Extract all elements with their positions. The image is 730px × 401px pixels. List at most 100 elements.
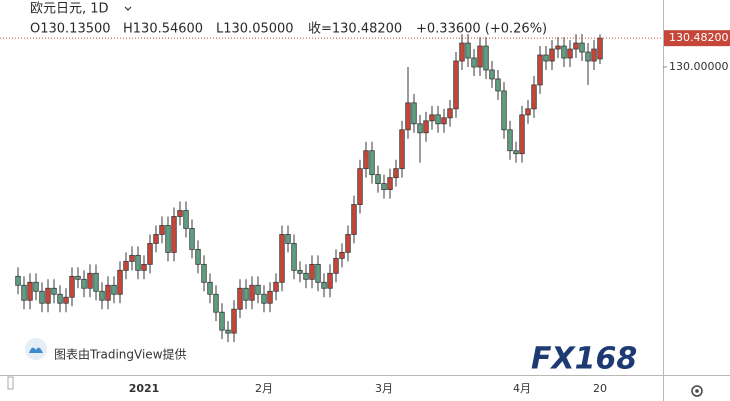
candle-body (537, 54, 543, 86)
candle-body (111, 284, 117, 295)
candle-body (435, 114, 441, 125)
candle-body (201, 263, 207, 283)
candle-body (579, 42, 585, 53)
candle-body (351, 204, 357, 235)
candle-body (195, 249, 201, 265)
badge-icon (25, 338, 47, 360)
candle-body (159, 225, 165, 235)
candle-body (99, 290, 105, 301)
settings-button[interactable] (691, 385, 703, 397)
candle-body (339, 251, 345, 259)
candle-body (573, 42, 579, 50)
candle-body (117, 269, 123, 295)
candle-body (489, 69, 495, 80)
candle-body (171, 216, 177, 253)
ohlc-open: O130.13500 (30, 22, 111, 37)
candle-body (363, 150, 369, 170)
candle-body (69, 275, 75, 298)
candle-body (207, 281, 213, 295)
candle-body (255, 284, 261, 295)
candle-body (219, 311, 225, 331)
scroll-handle[interactable] (7, 376, 14, 390)
candle-body (249, 284, 255, 301)
candle-body (399, 129, 405, 170)
ohlc-change: +0.33600 (+0.26%) (416, 22, 547, 37)
gear-icon (691, 385, 703, 397)
x-tick-label: 4月 (513, 382, 531, 395)
candle-body (231, 308, 237, 334)
candle-body (369, 150, 375, 176)
candle-body (477, 45, 483, 68)
candle-body (261, 293, 267, 304)
symbol: 欧元日元, 1D (30, 2, 109, 17)
candle-body (597, 37, 603, 60)
candle-body (93, 272, 99, 292)
dropdown-icon[interactable] (124, 6, 132, 11)
candle-body (333, 257, 339, 274)
candle-body (225, 329, 231, 334)
candle-body (405, 102, 411, 131)
candle-body (279, 234, 285, 283)
candle-body (507, 129, 513, 152)
y-tick-label: 130.00000 (669, 60, 729, 73)
candle-body (549, 48, 555, 62)
candle-body (321, 281, 327, 289)
candle-body (495, 78, 501, 92)
candle-body (123, 260, 129, 271)
candle-body (531, 84, 537, 110)
candle-body (417, 123, 423, 134)
candle-body (393, 168, 399, 179)
candle-body (303, 272, 309, 280)
last-price-box (664, 30, 730, 47)
candle-body (177, 210, 183, 217)
candle-body (375, 174, 381, 185)
candle-body (45, 287, 51, 304)
candle-body (63, 296, 69, 304)
candle-body (273, 281, 279, 292)
candle-body (243, 287, 249, 301)
candle-body (513, 150, 519, 155)
candle-body (357, 168, 363, 205)
candle-body (153, 234, 159, 244)
candle-body (585, 51, 591, 62)
candle-body (297, 269, 303, 274)
badge-cloud (29, 347, 43, 353)
candle-body (237, 287, 243, 310)
candle-body (129, 254, 135, 262)
ohlc-close: 收=130.48200 (308, 22, 402, 37)
candle-body (183, 210, 189, 229)
gear-center (695, 389, 699, 393)
candle-body (135, 254, 141, 271)
candle-body (345, 234, 351, 253)
candle-body (411, 102, 417, 125)
candle-body (327, 272, 333, 289)
candle-body (465, 42, 471, 59)
candle-body (453, 60, 459, 110)
candle-body (27, 281, 33, 301)
candle-body (75, 275, 81, 280)
ohlc-low: L130.05000 (216, 22, 294, 37)
candle-body (105, 284, 111, 301)
candle-body (141, 263, 147, 271)
candle-body (429, 114, 435, 122)
candle-body (555, 45, 561, 50)
candle-body (267, 290, 273, 304)
candle-body (87, 272, 93, 289)
candle-body (483, 45, 489, 71)
candle-body (21, 284, 27, 301)
candle-body (147, 243, 153, 265)
candle-body (57, 293, 63, 304)
x-tick-label: 20 (593, 382, 607, 395)
candle-body (189, 228, 195, 250)
x-tick-label: 2月 (255, 382, 273, 395)
candle-body (33, 281, 39, 292)
candle-body (309, 263, 315, 280)
candle-body (447, 108, 453, 119)
tradingview-badge[interactable]: 图表由TradingView提供 (25, 338, 187, 362)
candle-body (441, 117, 447, 125)
ohlc-high: H130.54600 (123, 22, 203, 37)
candle-body (543, 54, 549, 62)
candle-body (387, 177, 393, 190)
